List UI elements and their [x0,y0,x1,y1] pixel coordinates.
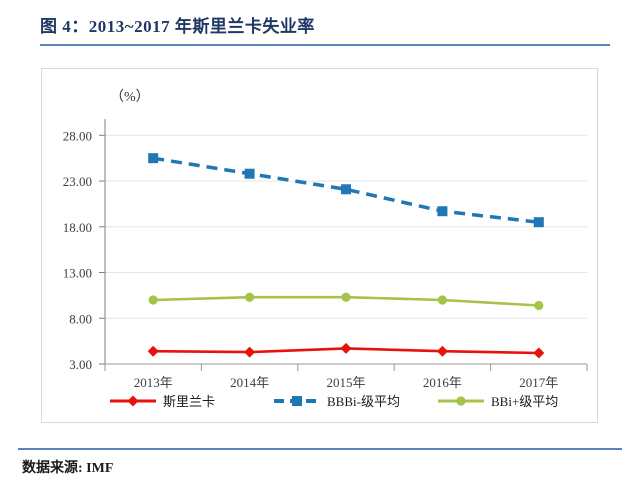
legend-swatch-marker-0 [127,395,139,407]
figure-title-block: 图 4：2013~2017 年斯里兰卡失业率 [40,12,610,46]
y-axis-unit-label: （%） [110,89,150,105]
legend-swatch-marker-1 [292,396,302,406]
series-marker-2 [148,295,158,305]
chart-gridlines [105,134,587,365]
legend-label-0: 斯里兰卡 [163,394,215,409]
legend-label-1: BBBi-级平均 [327,394,400,409]
y-axis-tick-label: 13.00 [63,266,92,281]
series-marker-2 [534,300,544,311]
x-axis-tick-label: 2016年 [423,375,462,390]
series-marker-1 [341,184,351,195]
series-marker-2 [437,295,447,305]
data-source-note: 数据来源: IMF [22,461,114,476]
x-axis-ticks [104,364,588,371]
chart-series-group [147,153,545,359]
chart-legend: 斯里兰卡 BBBi-级平均 BBi+级平均 [110,394,558,409]
x-axis-tick-label: 2015年 [326,375,365,390]
series-line-1 [152,156,539,224]
y-axis-tick-label: 3.00 [69,357,92,372]
series-marker-1 [533,217,544,228]
y-axis-tick-label: 28.00 [63,128,92,143]
series-marker-0 [533,347,545,359]
series-marker-1 [437,206,448,217]
series-marker-2 [341,292,351,302]
title-divider [40,44,610,46]
series-marker-0 [147,345,159,357]
x-axis-tick-label: 2013年 [134,375,173,390]
series-marker-0 [340,342,352,354]
series-marker-0 [436,345,448,357]
series-marker-1 [244,168,255,179]
y-axis-tick-label: 23.00 [63,174,92,189]
series-marker-2 [245,292,255,302]
series-marker-0 [244,346,256,358]
y-axis-tick-label: 18.00 [63,220,92,235]
chart-container: 3.00 8.00 13.00 18.00 23.00 28.00 （%） 2013年 20… [41,68,598,423]
y-axis-ticks: 3.00 8.00 13.00 18.00 23.00 28.00 [63,128,105,372]
x-axis-labels: 2013年 2014年 2015年 2016年 2017年 [134,375,559,390]
legend-swatch-marker-2 [456,396,466,406]
series-marker-1 [148,153,159,164]
x-axis-tick-label: 2017年 [519,375,558,390]
x-axis-tick-label: 2014年 [230,375,269,390]
page-title: 图 4：2013~2017 年斯里兰卡失业率 [40,17,315,36]
legend-label-2: BBi+级平均 [491,394,558,409]
footer-divider [18,448,622,450]
y-axis-tick-label: 8.00 [69,311,92,326]
